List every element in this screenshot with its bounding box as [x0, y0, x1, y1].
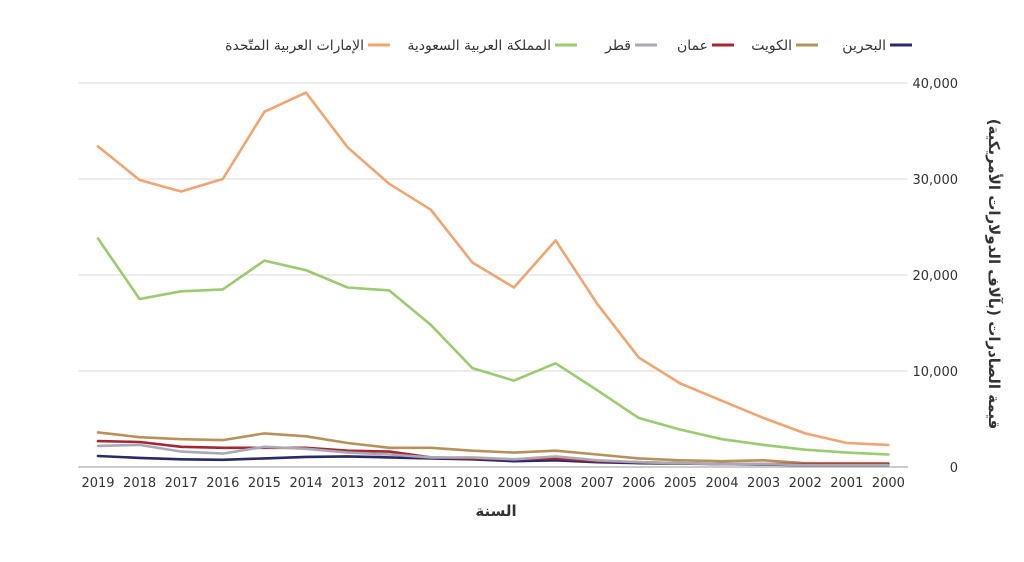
y-tick-label: 40,000 — [913, 77, 959, 92]
legend-label: الإمارات العربية المتّحدة — [225, 38, 364, 54]
x-tick-label: 2009 — [497, 476, 530, 491]
legend-label: عمان — [677, 38, 708, 54]
legend-item: الإمارات العربية المتّحدة — [225, 38, 390, 54]
x-tick-label: 2000 — [872, 476, 905, 491]
x-tick-label: 2014 — [289, 476, 322, 491]
y-axis-label: قيمة الصادرات (بآلاف الدولارات الأمريكية… — [985, 119, 1003, 430]
x-tick-labels: 2019 2018 2017 2016 2015 2014 2013 2012 2011 2010… — [81, 476, 904, 491]
series-line — [96, 91, 890, 447]
legend-label: قطر — [604, 38, 631, 54]
x-tick-label: 2001 — [830, 476, 863, 491]
x-tick-label: 2017 — [165, 476, 198, 491]
y-tick-labels: 0 10,000 20,000 30,000 40,000 — [913, 77, 959, 476]
series-lines — [96, 91, 890, 467]
x-tick-label: 2011 — [414, 476, 447, 491]
legend-item: الكويت — [751, 38, 818, 54]
x-tick-label: 2003 — [747, 476, 780, 491]
series-line — [96, 443, 890, 467]
x-tick-label: 2012 — [373, 476, 406, 491]
x-tick-label: 2006 — [622, 476, 655, 491]
legend-item: قطر — [604, 38, 657, 54]
legend-label: الكويت — [751, 38, 792, 54]
x-tick-label: 2015 — [248, 476, 281, 491]
x-tick-label: 2002 — [789, 476, 822, 491]
x-tick-label: 2018 — [123, 476, 156, 491]
legend-label: المملكة العربية السعودية — [407, 38, 551, 54]
legend: البحرين الكويت عمان قطر المملكة العربية السع… — [225, 38, 912, 54]
y-tick-label: 30,000 — [913, 173, 959, 188]
y-tick-label: 0 — [950, 461, 958, 476]
legend-label: البحرين — [842, 38, 886, 54]
x-axis-label: السنة — [475, 502, 516, 520]
x-tick-label: 2013 — [331, 476, 364, 491]
legend-item: البحرين — [842, 38, 912, 54]
series-line — [96, 237, 890, 456]
x-tick-label: 2005 — [664, 476, 697, 491]
x-tick-label: 2004 — [705, 476, 738, 491]
y-tick-label: 10,000 — [913, 365, 959, 380]
legend-item: عمان — [677, 38, 734, 54]
y-tick-label: 20,000 — [913, 269, 959, 284]
x-tick-label: 2007 — [581, 476, 614, 491]
x-tick-label: 2019 — [81, 476, 114, 491]
x-tick-label: 2008 — [539, 476, 572, 491]
x-tick-label: 2010 — [456, 476, 489, 491]
series-line — [96, 431, 890, 465]
legend-item: المملكة العربية السعودية — [407, 38, 577, 54]
x-tick-label: 2016 — [206, 476, 239, 491]
